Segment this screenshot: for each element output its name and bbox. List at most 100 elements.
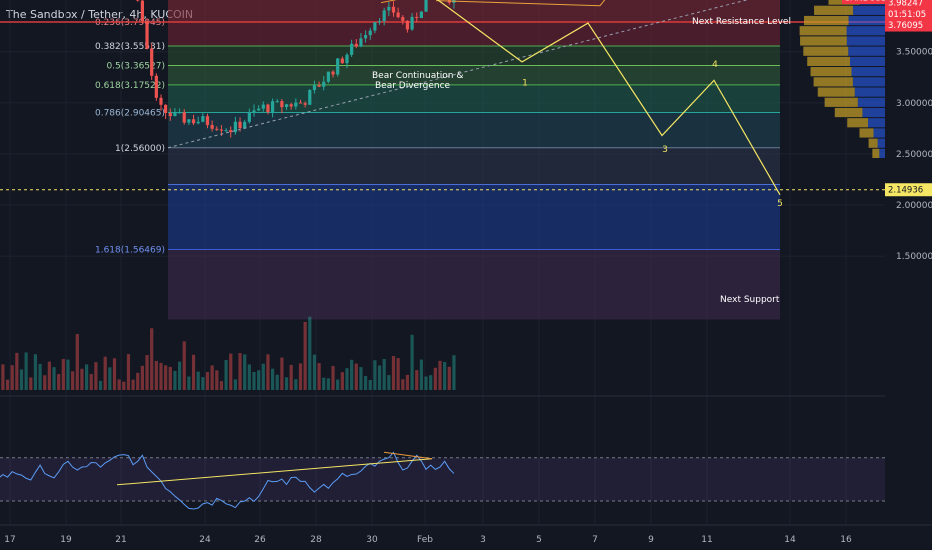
volume-bar: [5, 379, 10, 390]
volume-profile-bar: [857, 97, 885, 107]
volume-profile-bar: [846, 36, 885, 46]
volume-bar: [266, 354, 270, 390]
candle-body: [215, 128, 219, 130]
candle-body: [150, 48, 154, 76]
price-tag: [842, 0, 886, 5]
price-axis-tick: 1.50000: [896, 252, 932, 262]
volume-profile-bar: [803, 46, 849, 56]
candle-body: [159, 97, 163, 105]
wave-label: 5: [777, 199, 783, 209]
volume-bar: [43, 375, 47, 390]
candle-body: [317, 85, 321, 87]
volume-profile-bar: [852, 77, 885, 87]
candle-body: [289, 104, 293, 107]
candle-body: [424, 0, 428, 12]
price-tag: [885, 18, 932, 32]
price-tag-label: 3.98247: [888, 0, 923, 8]
volume-bar: [19, 369, 24, 390]
volume-bar: [24, 352, 28, 390]
volume-bar: [196, 371, 200, 390]
volume-profile-bar: [877, 138, 885, 148]
candle-body: [354, 43, 358, 47]
volume-bar: [84, 364, 89, 390]
volume-profile-bar: [810, 67, 852, 77]
wave-label: 1: [522, 78, 528, 88]
fib-zone: [168, 65, 780, 85]
candle-body: [308, 90, 312, 105]
fib-label: 0.236(3.79045): [95, 18, 165, 28]
candle-body: [243, 121, 247, 129]
time-axis-tick: 3: [480, 535, 486, 545]
candle-body: [363, 35, 368, 39]
chart-title: The Sandbox / Tether, 4h, KUCOIN: [6, 8, 194, 21]
candle-body: [196, 121, 200, 124]
volume-bar: [103, 356, 107, 390]
candle-body: [154, 75, 158, 98]
fib-zone: [168, 46, 780, 66]
candle-body: [382, 10, 386, 22]
candle-body: [177, 112, 182, 114]
volume-bar: [238, 353, 242, 390]
volume-bar: [317, 363, 321, 390]
wave-label: 3: [662, 145, 668, 155]
volume-profile-bar: [873, 128, 885, 138]
volume-bar: [201, 377, 205, 390]
wave-label: 4: [712, 60, 718, 70]
resistance-projection: [435, 0, 606, 7]
volume-profile-bar: [862, 107, 885, 118]
volume-profile-bar: [872, 148, 880, 159]
annotation-label: Bear Continuation &: [372, 71, 463, 81]
volume-bar: [387, 375, 391, 390]
volume-bar: [354, 363, 358, 390]
volume-profile-bar: [859, 128, 874, 138]
volume-bar: [452, 355, 456, 390]
candle-body: [182, 112, 186, 123]
volume-bar: [205, 372, 210, 390]
volume-bar: [71, 371, 75, 390]
candle-body: [140, 0, 144, 22]
volume-bar: [122, 381, 126, 390]
price-tag-label: 01:51:05: [888, 10, 926, 20]
price-tag: [885, 0, 932, 9]
volume-bar: [154, 360, 158, 390]
volume-profile-bar: [847, 118, 869, 128]
volume-bar: [98, 380, 103, 390]
annotation-label: Next Resistance Level: [692, 17, 791, 27]
candle-body: [261, 104, 265, 109]
volume-bar: [284, 377, 289, 390]
volume-bar: [331, 366, 335, 390]
candle-body: [210, 125, 214, 129]
volume-bar: [117, 379, 121, 390]
volume-bar: [33, 354, 38, 390]
volume-bar: [308, 316, 312, 390]
fib-label: 1.618(1.56469): [95, 245, 165, 255]
volume-bar: [177, 361, 182, 390]
candle-body: [401, 17, 405, 21]
volume-bar: [38, 363, 42, 390]
volume-profile-bar: [851, 67, 885, 77]
candle-body: [312, 85, 317, 91]
volume-bar: [447, 366, 451, 390]
candle-body: [145, 21, 149, 49]
annotation-label: Next Support: [720, 295, 780, 305]
candle-body: [247, 112, 251, 122]
fib-label: 0.382(3.55531): [95, 42, 165, 52]
volume-bar: [173, 370, 177, 390]
volume-bar: [433, 367, 437, 390]
volume-bar: [382, 359, 386, 390]
volume-bar: [429, 375, 433, 390]
volume-bar: [140, 365, 144, 390]
volume-bar: [312, 354, 317, 390]
time-axis-tick: 16: [840, 535, 852, 545]
volume-profile-bar: [814, 5, 854, 15]
price-tag-label: SANDUSDT: [845, 0, 893, 4]
candle-body: [164, 104, 168, 114]
candle-body: [252, 110, 256, 113]
volume-bar: [401, 379, 405, 390]
volume-bar: [424, 376, 428, 390]
candle-body: [205, 116, 210, 126]
volume-profile-bar: [846, 26, 885, 36]
volume-bar: [52, 367, 56, 390]
fib-zone: [168, 184, 780, 250]
